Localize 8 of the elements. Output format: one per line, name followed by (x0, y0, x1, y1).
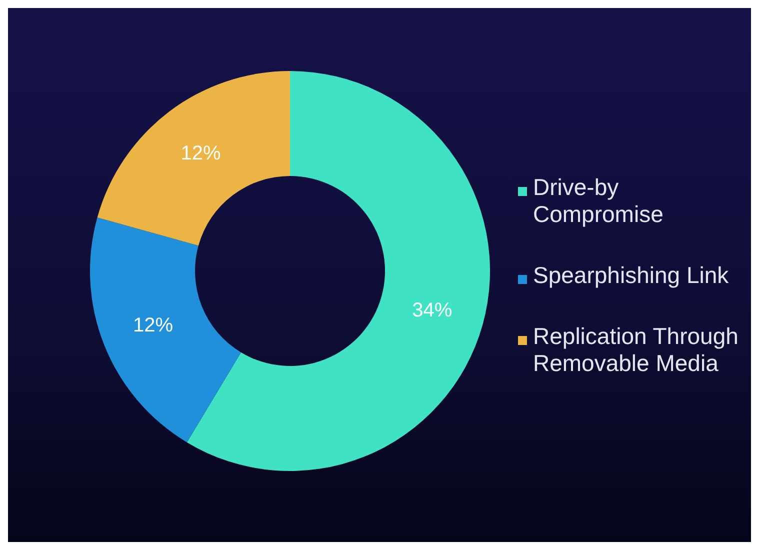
data-label: 12% (132, 314, 174, 337)
legend-label: Replication Through Removable Media (533, 322, 740, 376)
legend-label: Drive-by Compromise (533, 174, 664, 228)
donut-slice (90, 217, 242, 442)
data-label: 12% (180, 142, 221, 165)
data-label: 34% (412, 299, 452, 322)
donut-slice (97, 71, 290, 246)
legend-label: Spearphishing Link (533, 262, 729, 288)
